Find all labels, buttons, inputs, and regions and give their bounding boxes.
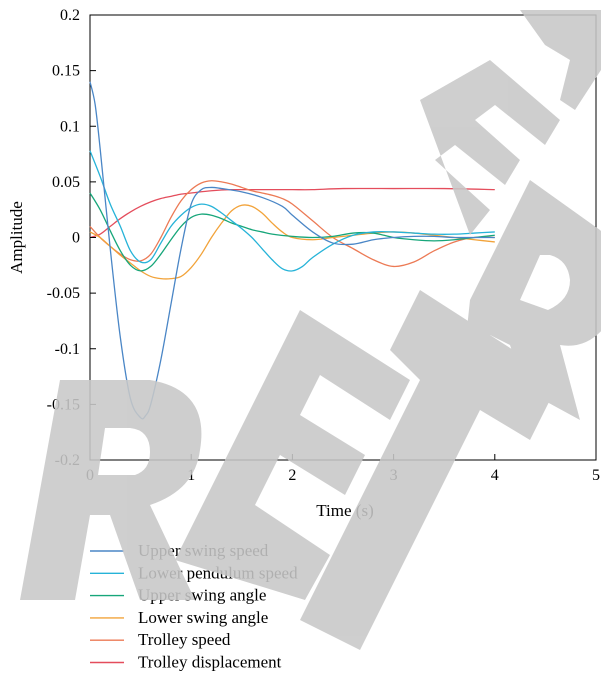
y-tick-label: 0.05 — [52, 174, 80, 191]
series-line — [89, 180, 495, 268]
y-axis-label: Amplitude — [7, 201, 26, 274]
legend-label: Trolley speed — [138, 630, 231, 649]
y-tick-label: 0 — [72, 230, 80, 247]
x-tick-label: 2 — [288, 467, 296, 484]
series-line — [89, 187, 495, 239]
x-tick-label: 4 — [491, 467, 499, 484]
watermark-letter — [20, 380, 202, 600]
watermark-letter — [420, 60, 560, 235]
watermark-letter — [175, 310, 410, 600]
series-line — [89, 81, 495, 420]
series-layer — [89, 81, 495, 420]
watermark-letter — [520, 10, 601, 110]
y-tick-label: -0.05 — [47, 285, 80, 302]
legend-label: Trolley displacement — [138, 653, 282, 672]
y-tick-label: -0.1 — [55, 341, 80, 358]
retracted-watermark — [20, 10, 601, 650]
legend-label: Lower swing angle — [138, 608, 268, 627]
x-tick-label: 5 — [592, 467, 600, 484]
series-line — [89, 150, 495, 272]
watermark-letter — [460, 180, 601, 420]
y-tick-label: 0.1 — [60, 118, 80, 135]
y-tick-label: 0.15 — [52, 63, 80, 80]
y-tick-label: 0.2 — [60, 7, 80, 24]
watermark-letter — [300, 290, 560, 650]
